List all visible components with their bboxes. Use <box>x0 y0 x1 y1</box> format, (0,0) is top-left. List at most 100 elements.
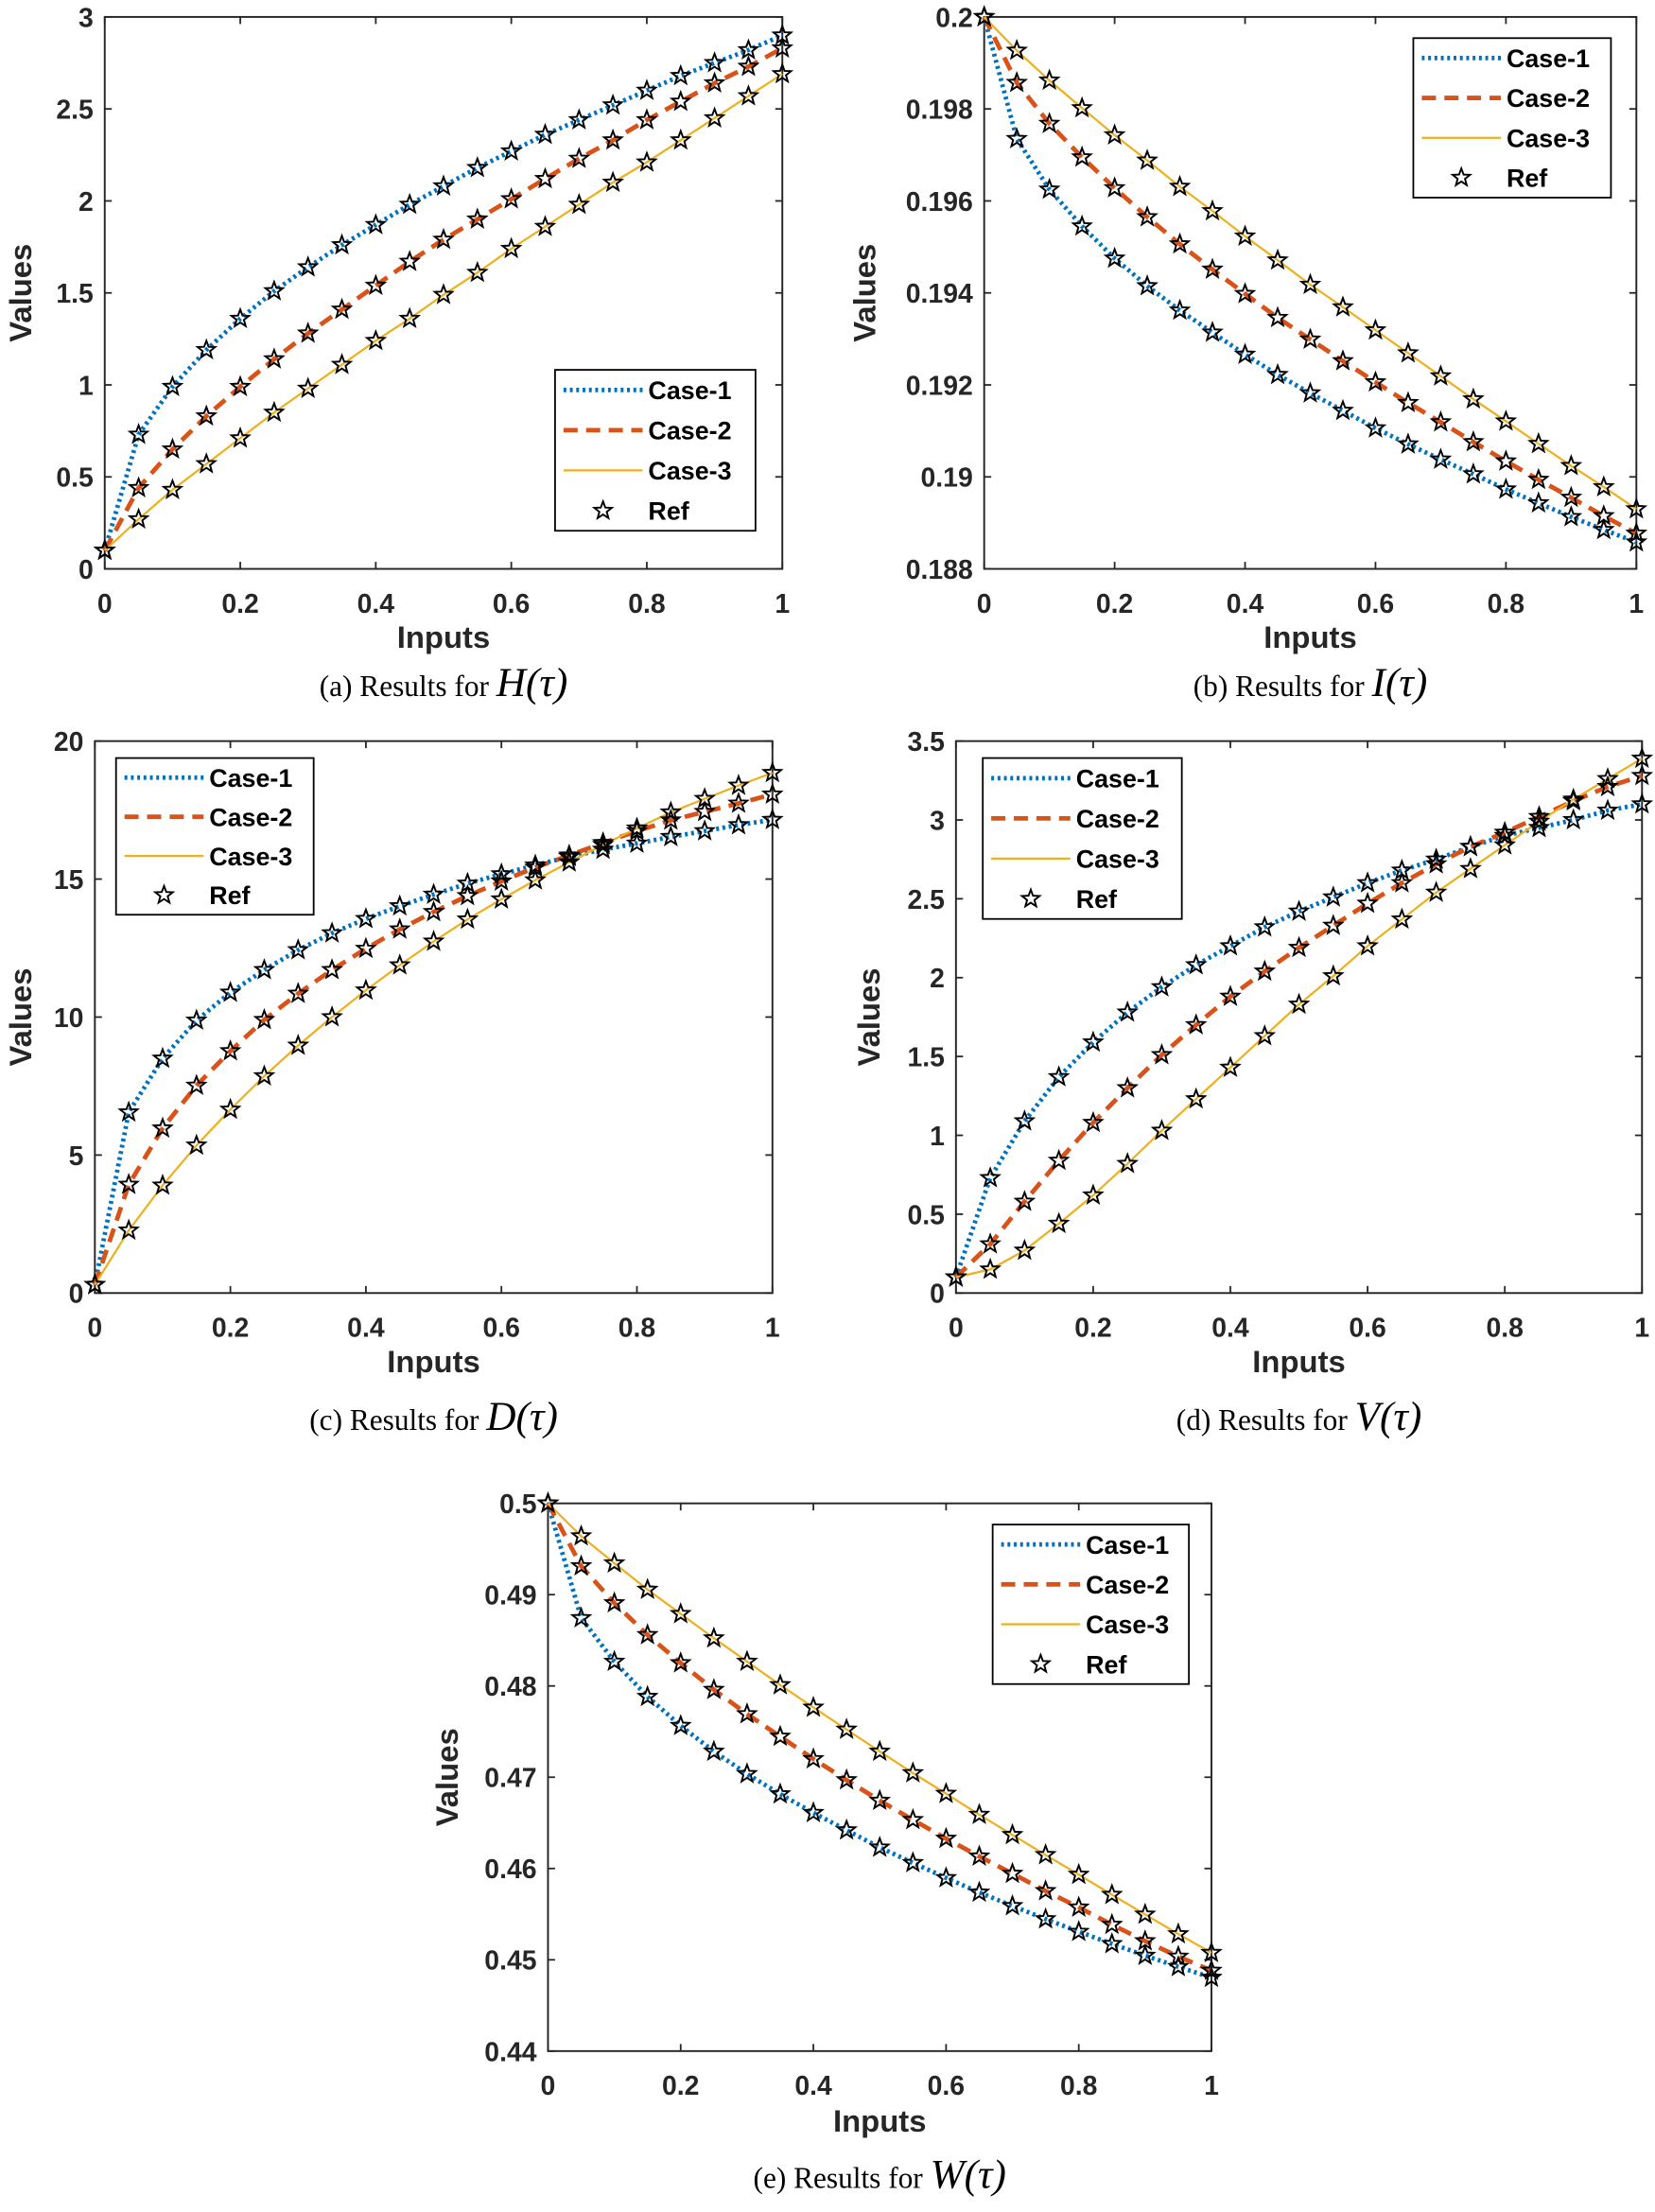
ref-marker-point <box>1559 485 1583 508</box>
legend-label: Ref <box>1507 165 1547 193</box>
ref-marker-point <box>669 128 692 150</box>
y-tick-label: 0 <box>69 1280 84 1310</box>
ref-marker-point <box>659 825 683 847</box>
ref-marker-point <box>1200 1959 1223 1980</box>
ref-marker-point <box>83 1273 107 1295</box>
ref-marker-point <box>1071 145 1093 167</box>
y-tick-label: 0 <box>930 1280 945 1310</box>
y-tick-label: 5 <box>69 1141 84 1172</box>
y-tick-label: 10 <box>54 1003 84 1034</box>
ref-marker-point <box>1071 96 1093 118</box>
ref-marker-point <box>1013 1190 1037 1211</box>
ref-marker-point <box>835 1717 859 1739</box>
y-axis-label: Values <box>851 967 886 1066</box>
ref-marker-point <box>569 1606 593 1629</box>
ref-marker-point <box>1266 305 1289 328</box>
ref-marker-point <box>1592 475 1615 497</box>
y-tick-label: 0.5 <box>56 463 93 494</box>
ref-marker-point <box>1219 1055 1242 1077</box>
ref-marker-point <box>1424 847 1448 869</box>
ref-marker-point <box>1116 1152 1140 1174</box>
ref-marker-point <box>287 982 310 1003</box>
ref-marker-point <box>702 1739 725 1762</box>
ref-marker-point <box>1116 1076 1140 1098</box>
ref-marker-point <box>1266 248 1289 270</box>
y-axis-label: Values <box>847 244 882 342</box>
legend: Case-1 Case-2 Case-3 Ref <box>554 369 757 532</box>
ref-marker-point <box>760 808 784 829</box>
x-tick-label: 0.4 <box>357 589 395 619</box>
caption-prefix: (a) Results for <box>320 670 496 703</box>
ref-marker-point <box>1424 852 1448 874</box>
ref-marker-point <box>1630 763 1654 786</box>
ref-marker-point <box>1136 205 1158 227</box>
ref-marker-point <box>591 832 615 855</box>
y-tick-label: 1.5 <box>56 279 93 309</box>
ref-marker-point <box>1233 224 1257 246</box>
caption-function: H(τ) <box>496 660 568 705</box>
ref-marker-point <box>533 122 557 145</box>
ref-marker-point <box>771 61 794 84</box>
ref-marker-point <box>601 128 624 150</box>
y-tick-label: 0.192 <box>906 371 973 401</box>
ref-marker-point <box>1067 1895 1090 1917</box>
ref-marker-point <box>1321 914 1345 935</box>
ref-marker-point <box>1493 824 1517 845</box>
legend-label: Ref <box>648 497 688 526</box>
ref-marker-point <box>1219 984 1242 1006</box>
ref-marker-point <box>602 1551 626 1574</box>
x-tick-label: 0 <box>97 589 113 619</box>
ref-marker-point <box>1527 815 1551 838</box>
ref-marker-point <box>601 93 624 115</box>
ref-marker-point <box>1526 491 1550 514</box>
ref-marker-point <box>398 306 422 329</box>
ref-marker-point <box>229 306 252 329</box>
ref-marker-point <box>967 1844 991 1867</box>
ref-marker-point <box>1167 1922 1190 1944</box>
ref-marker-point <box>567 147 591 168</box>
ref-marker-point <box>1168 174 1192 197</box>
ref-marker-point <box>330 297 354 320</box>
ref-marker-point <box>1493 833 1517 855</box>
ref-marker-point <box>901 1851 925 1872</box>
y-tick-label: 3.5 <box>907 727 944 758</box>
x-tick-label: 0.8 <box>1060 2071 1097 2101</box>
ref-marker-point <box>1184 952 1208 975</box>
ref-marker-point <box>1034 1879 1057 1901</box>
y-tick-label: 0.2 <box>935 3 972 33</box>
ref-marker-point <box>737 54 760 77</box>
ref-marker-point <box>659 808 683 830</box>
ref-marker-point <box>321 1004 343 1027</box>
legend-label: Ref <box>1086 1650 1126 1679</box>
series-line-case-2 <box>546 1502 1212 1973</box>
ref-marker-point <box>901 1761 925 1783</box>
ref-marker-point <box>499 139 523 162</box>
caption-function: D(τ) <box>485 1394 558 1439</box>
x-tick-label: 0.6 <box>1357 589 1394 619</box>
y-tick-label: 2 <box>78 187 94 218</box>
ref-marker-point <box>1136 148 1158 170</box>
ref-marker-point <box>1332 295 1354 317</box>
y-tick-label: 0.198 <box>906 96 973 126</box>
ref-marker-point <box>1356 871 1379 893</box>
ref-marker-point <box>636 1623 659 1645</box>
x-axis-label: Inputs <box>1263 619 1356 654</box>
ref-marker-point <box>195 404 218 427</box>
series-line-case-3 <box>547 1502 1212 1954</box>
ref-marker-point <box>1630 792 1654 814</box>
x-tick-label: 0.2 <box>1096 589 1133 619</box>
series-line-case-2 <box>102 45 784 552</box>
legend-label: Case-1 <box>1076 765 1159 793</box>
ref-marker-point <box>1253 914 1277 937</box>
caption-function: I(τ) <box>1371 660 1428 705</box>
ref-marker-point <box>669 1714 692 1735</box>
ref-marker-point <box>388 917 411 939</box>
series-line-case-3 <box>103 73 783 551</box>
ref-marker-point <box>1082 1030 1105 1053</box>
ref-marker-point <box>693 787 716 809</box>
ref-marker-point <box>1527 431 1550 454</box>
ref-marker-point <box>659 800 683 823</box>
legend-star-icon <box>591 498 615 521</box>
ref-marker-point <box>1592 517 1615 540</box>
